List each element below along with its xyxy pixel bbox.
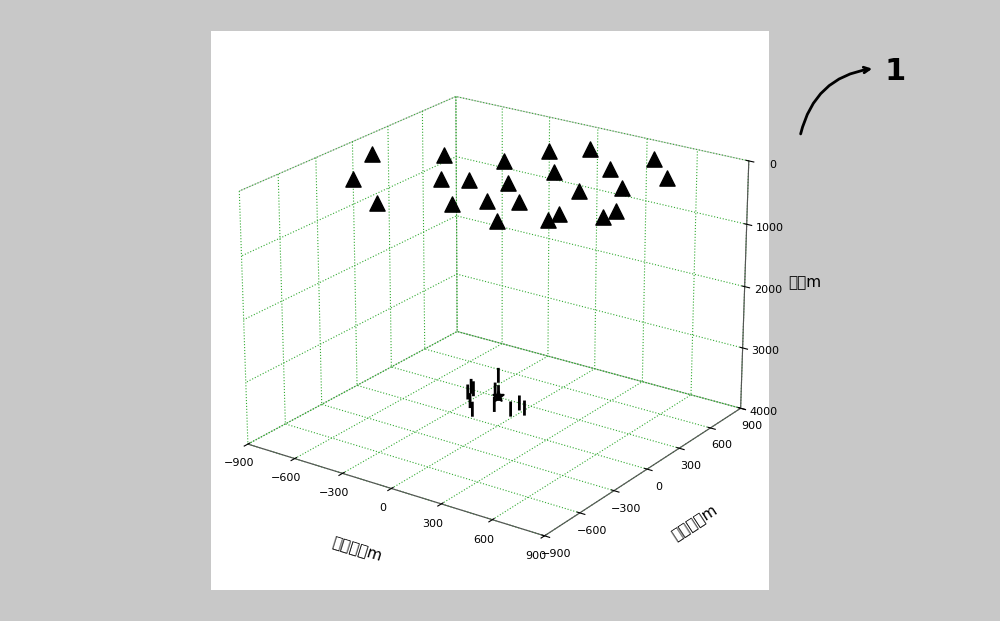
X-axis label: 南北方向m: 南北方向m <box>330 535 383 564</box>
Y-axis label: 东西方向m: 东西方向m <box>670 502 721 543</box>
Text: 1: 1 <box>884 57 906 86</box>
